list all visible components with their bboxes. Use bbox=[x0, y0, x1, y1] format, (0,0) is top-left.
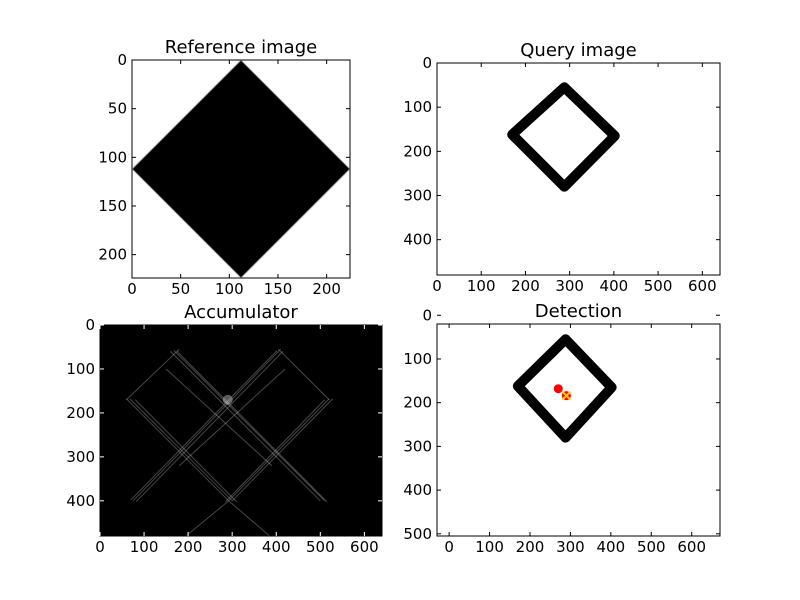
x-tick-label: 400 bbox=[262, 538, 291, 556]
reference-diamond bbox=[132, 60, 350, 278]
y-tick-label: 400 bbox=[403, 481, 432, 499]
accumulator-streak bbox=[170, 351, 321, 502]
y-tick-label: 100 bbox=[403, 350, 432, 368]
y-tick-label: 500 bbox=[403, 525, 432, 543]
x-tick-label: 500 bbox=[637, 538, 666, 556]
y-tick-label: 200 bbox=[66, 404, 95, 422]
y-tick-label: 200 bbox=[98, 246, 127, 264]
axes-frame bbox=[99, 324, 383, 537]
x-tick-label: 200 bbox=[516, 538, 545, 556]
y-tick-label: 300 bbox=[403, 187, 432, 205]
accumulator-streak bbox=[231, 398, 334, 502]
accumulator-streak bbox=[130, 350, 278, 501]
subplot-4: 0 100 200 300 400 500 600 0 100 200 300 400 500 Detec… bbox=[403, 301, 721, 556]
x-tick-label: 100 bbox=[215, 280, 244, 298]
plot-area bbox=[100, 325, 382, 536]
y-tick-label: 400 bbox=[403, 231, 432, 249]
query-diamond-outline bbox=[512, 334, 617, 443]
x-tick-label: 300 bbox=[218, 538, 247, 556]
y-tick-label: 100 bbox=[403, 98, 432, 116]
y-tick-label: 50 bbox=[108, 100, 127, 118]
detection-point bbox=[553, 384, 563, 394]
x-tick-label: 100 bbox=[467, 277, 496, 295]
x-tick-label: 0 bbox=[444, 538, 454, 556]
x-tick-label: 200 bbox=[511, 277, 540, 295]
detection-x-marker bbox=[561, 390, 572, 401]
x-tick-label: 400 bbox=[600, 277, 629, 295]
x-tick-label: 200 bbox=[174, 538, 203, 556]
y-tick-label: 150 bbox=[98, 197, 127, 215]
subplot-title: Detection bbox=[535, 301, 622, 322]
accumulator-streak bbox=[225, 399, 326, 503]
x-tick-label: 50 bbox=[171, 280, 190, 298]
plot-content bbox=[512, 334, 617, 443]
x-tick-label: 150 bbox=[264, 280, 293, 298]
y-tick-label: 200 bbox=[403, 394, 432, 412]
x-tick-label: 600 bbox=[677, 538, 706, 556]
subplot-title: Query image bbox=[520, 40, 637, 61]
accumulator-streak bbox=[135, 351, 284, 503]
y-tick-label: 300 bbox=[403, 437, 432, 455]
x-tick-label: 300 bbox=[555, 277, 584, 295]
x-tick-label: 400 bbox=[597, 538, 626, 556]
axes-frame bbox=[131, 59, 351, 279]
y-tick-label: 100 bbox=[98, 148, 127, 166]
accumulator-streak bbox=[176, 351, 328, 503]
axes-frame bbox=[436, 323, 721, 537]
subplot-3: 0 100 200 300 400 500 600 0 100 200 300 400 Accumula… bbox=[66, 302, 383, 556]
plot-content bbox=[507, 82, 620, 192]
accumulator-streak bbox=[126, 348, 180, 401]
subplot-title: Accumulator bbox=[184, 302, 298, 323]
accumulator-streak bbox=[278, 348, 330, 401]
x-tick-label: 0 bbox=[432, 277, 442, 295]
y-tick-label: 300 bbox=[66, 448, 95, 466]
x-tick-label: 100 bbox=[130, 538, 159, 556]
accumulator-streak bbox=[132, 348, 282, 502]
y-tick-label: 0 bbox=[117, 51, 127, 69]
subplot-2: 0 100 200 300 400 500 600 0 100 200 300 400 Query im… bbox=[403, 40, 721, 295]
y-tick-label: 400 bbox=[66, 492, 95, 510]
x-tick-label: 0 bbox=[95, 538, 105, 556]
y-tick-label: 0 bbox=[422, 306, 432, 324]
y-tick-label: 0 bbox=[422, 54, 432, 72]
axes-frame bbox=[436, 62, 721, 276]
x-tick-label: 500 bbox=[306, 538, 335, 556]
accumulator-streak bbox=[228, 500, 270, 536]
query-diamond-outline bbox=[507, 82, 620, 192]
y-tick-label: 200 bbox=[403, 142, 432, 160]
accumulator-streak bbox=[173, 350, 326, 502]
accumulator-streak bbox=[126, 398, 230, 502]
x-tick-label: 500 bbox=[644, 277, 673, 295]
y-tick-label: 0 bbox=[85, 316, 95, 334]
x-tick-label: 0 bbox=[127, 280, 137, 298]
y-tick-label: 100 bbox=[66, 360, 95, 378]
x-tick-label: 100 bbox=[475, 538, 504, 556]
subplot-title: Reference image bbox=[165, 37, 317, 58]
x-tick-label: 600 bbox=[688, 277, 717, 295]
accumulator-streak bbox=[185, 500, 229, 536]
x-tick-label: 200 bbox=[312, 280, 341, 298]
accumulator-streak bbox=[129, 398, 233, 502]
plot-content bbox=[126, 348, 334, 536]
accumulator-streak bbox=[134, 399, 237, 503]
accumulator-streak bbox=[165, 368, 273, 467]
accumulator-streak bbox=[228, 398, 330, 502]
x-tick-label: 300 bbox=[556, 538, 585, 556]
accumulator-peak bbox=[222, 394, 233, 405]
plot-content bbox=[132, 60, 350, 278]
accumulator-streak bbox=[178, 368, 286, 467]
x-tick-label: 600 bbox=[350, 538, 379, 556]
